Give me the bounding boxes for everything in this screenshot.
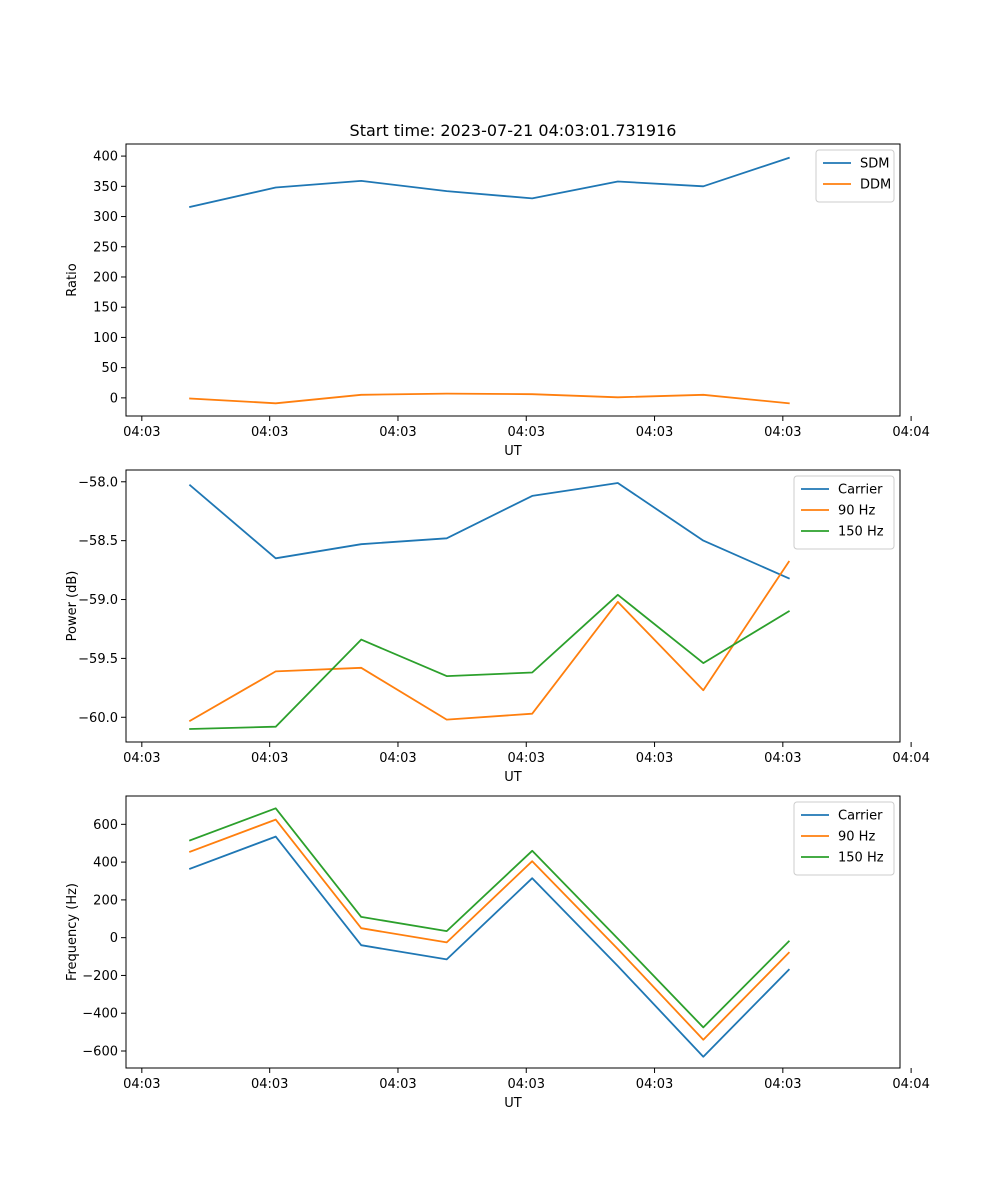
ratio-x-tick-label: 04:03: [379, 425, 416, 440]
ratio-series-ddm: [189, 392, 790, 405]
ratio-y-tick-label: 0: [110, 391, 118, 406]
power-panel: 04:03 04:03 04:03 04:03 04:03 04:03 04:04 −60.0…: [65, 469, 930, 785]
ratio-y-tick-label: 200: [93, 270, 118, 285]
frequency-axes-frame: [125, 795, 901, 1069]
ratio-y-tick-label: 50: [101, 361, 118, 376]
power-x-tick-label: 04:04: [892, 751, 929, 766]
frequency-series-90-hz: [188, 818, 791, 1041]
ratio-y-tick-label: 100: [93, 331, 118, 346]
power-x-tick-label: 04:03: [379, 751, 416, 766]
ratio-y-tick-label: 250: [93, 240, 118, 255]
frequency-y-tick-label: 0: [110, 931, 118, 946]
frequency-y-axis-label: Frequency (Hz): [65, 883, 80, 981]
ratio-y-axis-label: Ratio: [65, 263, 80, 296]
frequency-x-tick-label: 04:03: [379, 1077, 416, 1092]
frequency-x-tick-label: 04:04: [892, 1077, 929, 1092]
ratio-legend-label: SDM: [860, 157, 889, 172]
power-legend-label: 90 Hz: [838, 504, 875, 519]
power-x-axis-label: UT: [504, 770, 522, 785]
power-x-tick-label: 04:03: [636, 751, 673, 766]
frequency-x-tick-label: 04:03: [508, 1077, 545, 1092]
frequency-y-tick-label: −200: [82, 969, 118, 984]
power-legend-label: Carrier: [838, 483, 883, 498]
frequency-y-tick-label: −400: [82, 1007, 118, 1022]
power-y-tick-label: −58.0: [78, 475, 118, 490]
power-series-150-hz: [189, 593, 791, 730]
frequency-legend-label: Carrier: [838, 809, 883, 824]
power-legend-label: 150 Hz: [838, 525, 884, 540]
ratio-x-tick-label: 04:03: [123, 425, 160, 440]
ratio-x-tick-label: 04:03: [636, 425, 673, 440]
frequency-x-tick-label: 04:03: [251, 1077, 288, 1092]
power-legend: Carrier 90 Hz 150 Hz: [793, 475, 895, 550]
power-x-tick-label: 04:03: [508, 751, 545, 766]
power-series-carrier: [188, 482, 790, 580]
ratio-panel: 04:03 04:03 04:03 04:03 04:03 04:03 04:04 0 50 10…: [65, 143, 930, 459]
power-x-tick-label: 04:03: [251, 751, 288, 766]
frequency-x-tick-label: 04:03: [636, 1077, 673, 1092]
frequency-legend-label: 150 Hz: [838, 851, 884, 866]
ratio-y-tick-label: 400: [93, 150, 118, 165]
ratio-y-tick-label: 150: [93, 301, 118, 316]
ratio-x-tick-label: 04:03: [764, 425, 801, 440]
power-axes-frame: [125, 469, 901, 743]
frequency-x-axis-label: UT: [504, 1096, 522, 1111]
power-y-tick-label: −59.5: [78, 652, 118, 667]
frequency-y-tick-label: 600: [93, 818, 118, 833]
frequency-x-tick-label: 04:03: [764, 1077, 801, 1092]
frequency-y-tick-label: 400: [93, 856, 118, 871]
power-series-90-hz: [188, 560, 791, 723]
ratio-y-tick-label: 350: [93, 180, 118, 195]
power-y-tick-label: −59.0: [78, 593, 118, 608]
power-x-tick-label: 04:03: [123, 751, 160, 766]
frequency-y-tick-label: −600: [82, 1045, 118, 1060]
power-y-axis-label: Power (dB): [65, 571, 80, 642]
ratio-x-tick-label: 04:04: [892, 425, 929, 440]
frequency-series-carrier: [188, 835, 791, 1058]
ratio-legend-label: DDM: [860, 178, 891, 193]
ratio-series-sdm: [189, 156, 790, 208]
frequency-legend-label: 90 Hz: [838, 830, 875, 845]
power-y-tick-label: −58.5: [78, 534, 118, 549]
frequency-legend: Carrier 90 Hz 150 Hz: [793, 801, 895, 876]
frequency-series-150-hz: [188, 807, 791, 1029]
ratio-x-axis-label: UT: [504, 444, 522, 459]
ratio-y-tick-label: 300: [93, 210, 118, 225]
frequency-x-tick-label: 04:03: [123, 1077, 160, 1092]
figure-title: Start time: 2023-07-21 04:03:01.731916: [350, 121, 677, 140]
ratio-legend: SDM DDM: [815, 149, 895, 203]
ratio-x-tick-label: 04:03: [251, 425, 288, 440]
ratio-x-tick-label: 04:03: [508, 425, 545, 440]
power-x-tick-label: 04:03: [764, 751, 801, 766]
ratio-axes-frame: [125, 143, 901, 417]
power-y-tick-label: −60.0: [78, 711, 118, 726]
frequency-y-tick-label: 200: [93, 893, 118, 908]
frequency-panel: 04:03 04:03 04:03 04:03 04:03 04:03 04:04 −600 −…: [65, 795, 930, 1111]
